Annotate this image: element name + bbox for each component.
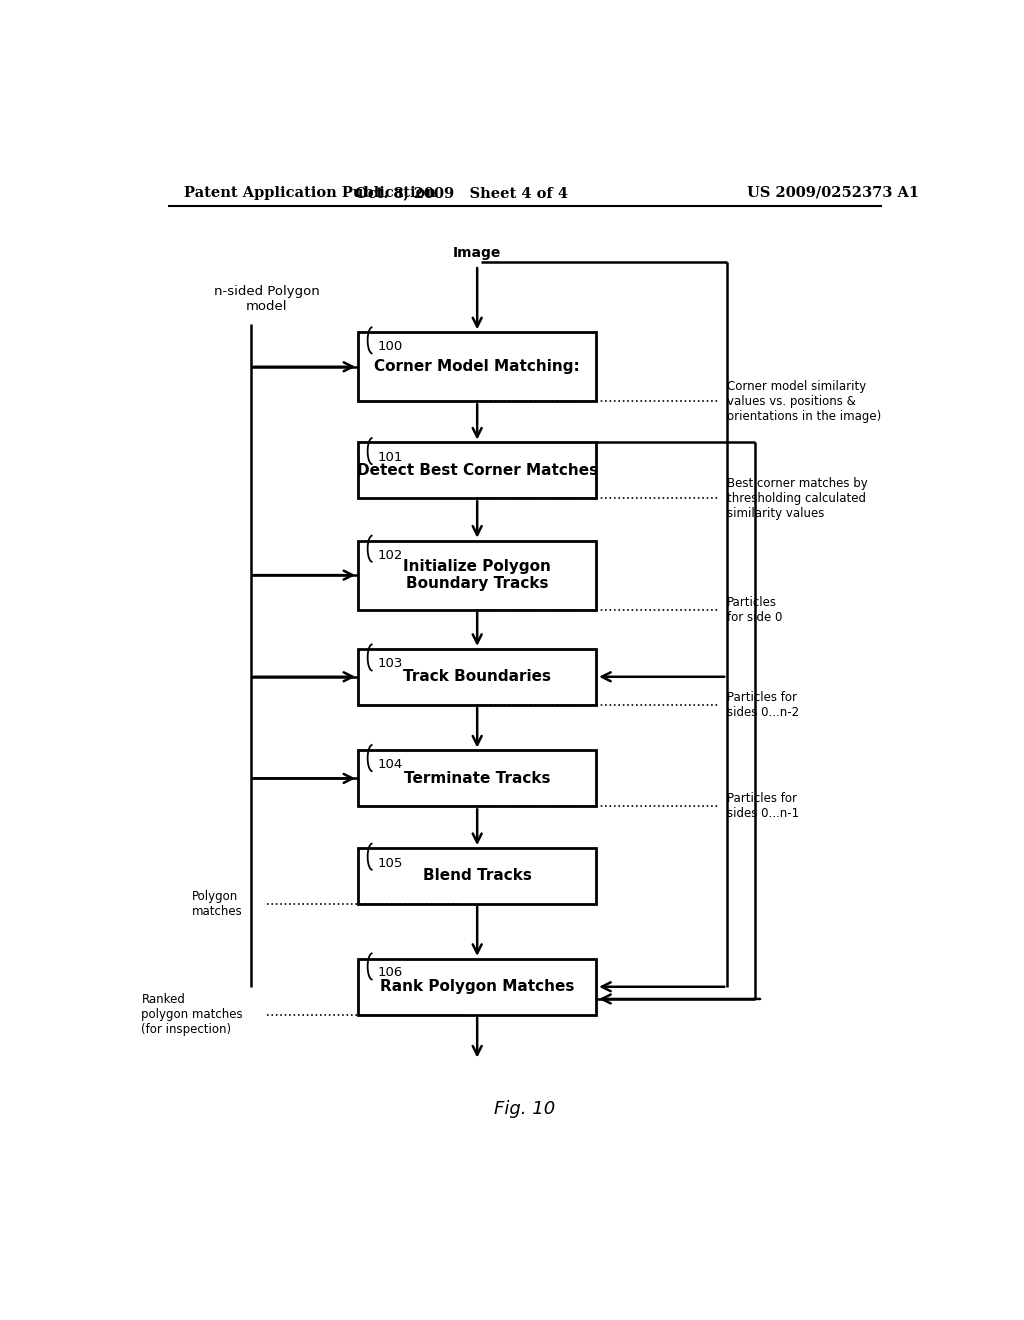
Text: Particles for
sides 0...n-1: Particles for sides 0...n-1 (727, 792, 800, 820)
Text: Blend Tracks: Blend Tracks (423, 869, 531, 883)
Bar (358, 649, 596, 705)
Text: 100: 100 (378, 341, 403, 354)
Text: Terminate Tracks: Terminate Tracks (403, 771, 551, 785)
Text: Fig. 10: Fig. 10 (495, 1100, 555, 1118)
Bar (358, 442, 596, 499)
Text: n-sided Polygon
model: n-sided Polygon model (214, 285, 319, 313)
Bar (358, 751, 596, 807)
Text: Particles
for side 0: Particles for side 0 (727, 595, 782, 623)
Text: US 2009/0252373 A1: US 2009/0252373 A1 (748, 186, 920, 199)
Text: Rank Polygon Matches: Rank Polygon Matches (380, 979, 574, 994)
Bar (358, 333, 596, 401)
Text: 102: 102 (378, 549, 403, 562)
Text: Polygon
matches: Polygon matches (193, 890, 243, 917)
Bar (358, 541, 596, 610)
Text: Best corner matches by
thresholding calculated
similarity values: Best corner matches by thresholding calc… (727, 477, 868, 520)
Text: Particles for
sides 0...n-2: Particles for sides 0...n-2 (727, 690, 800, 718)
Text: Image: Image (453, 246, 502, 260)
Text: Initialize Polygon
Boundary Tracks: Initialize Polygon Boundary Tracks (403, 558, 551, 591)
Text: Corner Model Matching:: Corner Model Matching: (375, 359, 580, 375)
Text: Patent Application Publication: Patent Application Publication (183, 186, 435, 199)
Text: Ranked
polygon matches
(for inspection): Ranked polygon matches (for inspection) (141, 993, 243, 1036)
Text: 104: 104 (378, 758, 403, 771)
Bar (358, 847, 596, 904)
Text: Oct. 8, 2009   Sheet 4 of 4: Oct. 8, 2009 Sheet 4 of 4 (354, 186, 568, 199)
Text: 101: 101 (378, 451, 403, 465)
Bar (358, 958, 596, 1015)
Text: 105: 105 (378, 857, 403, 870)
Text: 106: 106 (378, 966, 403, 979)
Text: Corner model similarity
values vs. positions &
orientations in the image): Corner model similarity values vs. posit… (727, 380, 882, 422)
Text: Track Boundaries: Track Boundaries (403, 669, 551, 684)
Text: Detect Best Corner Matches: Detect Best Corner Matches (356, 463, 598, 478)
Text: 103: 103 (378, 657, 403, 671)
